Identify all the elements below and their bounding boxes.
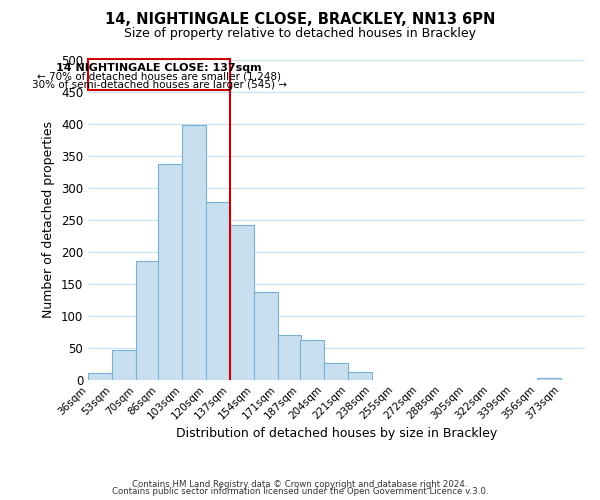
Text: Contains HM Land Registry data © Crown copyright and database right 2024.: Contains HM Land Registry data © Crown c…: [132, 480, 468, 489]
Text: ← 70% of detached houses are smaller (1,248): ← 70% of detached houses are smaller (1,…: [37, 72, 281, 82]
Bar: [182, 125, 206, 380]
Bar: [88, 58, 230, 90]
Bar: [537, 378, 561, 380]
Text: Size of property relative to detached houses in Brackley: Size of property relative to detached ho…: [124, 28, 476, 40]
Bar: [112, 350, 136, 380]
Text: 14, NIGHTINGALE CLOSE, BRACKLEY, NN13 6PN: 14, NIGHTINGALE CLOSE, BRACKLEY, NN13 6P…: [105, 12, 495, 28]
Bar: [206, 202, 230, 380]
Bar: [254, 292, 278, 380]
Text: 30% of semi-detached houses are larger (545) →: 30% of semi-detached houses are larger (…: [32, 80, 287, 90]
Bar: [300, 340, 324, 380]
Y-axis label: Number of detached properties: Number of detached properties: [43, 122, 55, 318]
Bar: [136, 262, 160, 380]
Bar: [348, 372, 371, 380]
Bar: [324, 363, 348, 380]
Text: 14 NIGHTINGALE CLOSE: 137sqm: 14 NIGHTINGALE CLOSE: 137sqm: [56, 62, 262, 72]
X-axis label: Distribution of detached houses by size in Brackley: Distribution of detached houses by size …: [176, 427, 497, 440]
Text: Contains public sector information licensed under the Open Government Licence v.: Contains public sector information licen…: [112, 488, 488, 496]
Bar: [230, 225, 254, 380]
Bar: [88, 374, 112, 380]
Bar: [158, 164, 182, 380]
Bar: [278, 335, 301, 380]
